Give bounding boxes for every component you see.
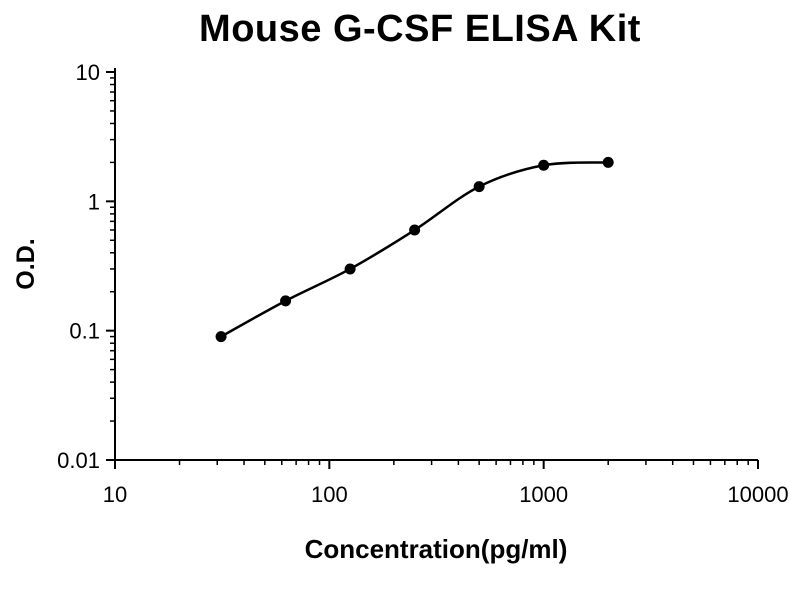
y-tick-label: 0.1 <box>69 319 100 344</box>
x-tick-label: 10 <box>103 482 127 507</box>
x-tick-label: 1000 <box>519 482 568 507</box>
data-point <box>409 224 421 236</box>
data-point <box>344 263 356 275</box>
y-tick-label: 0.01 <box>57 448 100 473</box>
data-point <box>215 331 227 343</box>
chart-title: Mouse G-CSF ELISA Kit <box>199 8 641 50</box>
y-tick-label: 1 <box>88 189 100 214</box>
x-tick-label: 10000 <box>727 482 788 507</box>
x-axis-label: Concentration(pg/ml) <box>304 534 568 564</box>
data-point <box>538 159 550 171</box>
x-tick-label: 100 <box>311 482 348 507</box>
data-point <box>473 181 485 193</box>
data-point <box>602 156 614 168</box>
y-tick-label: 10 <box>76 60 100 85</box>
data-point <box>280 295 292 307</box>
standard-curve-line <box>220 161 609 338</box>
